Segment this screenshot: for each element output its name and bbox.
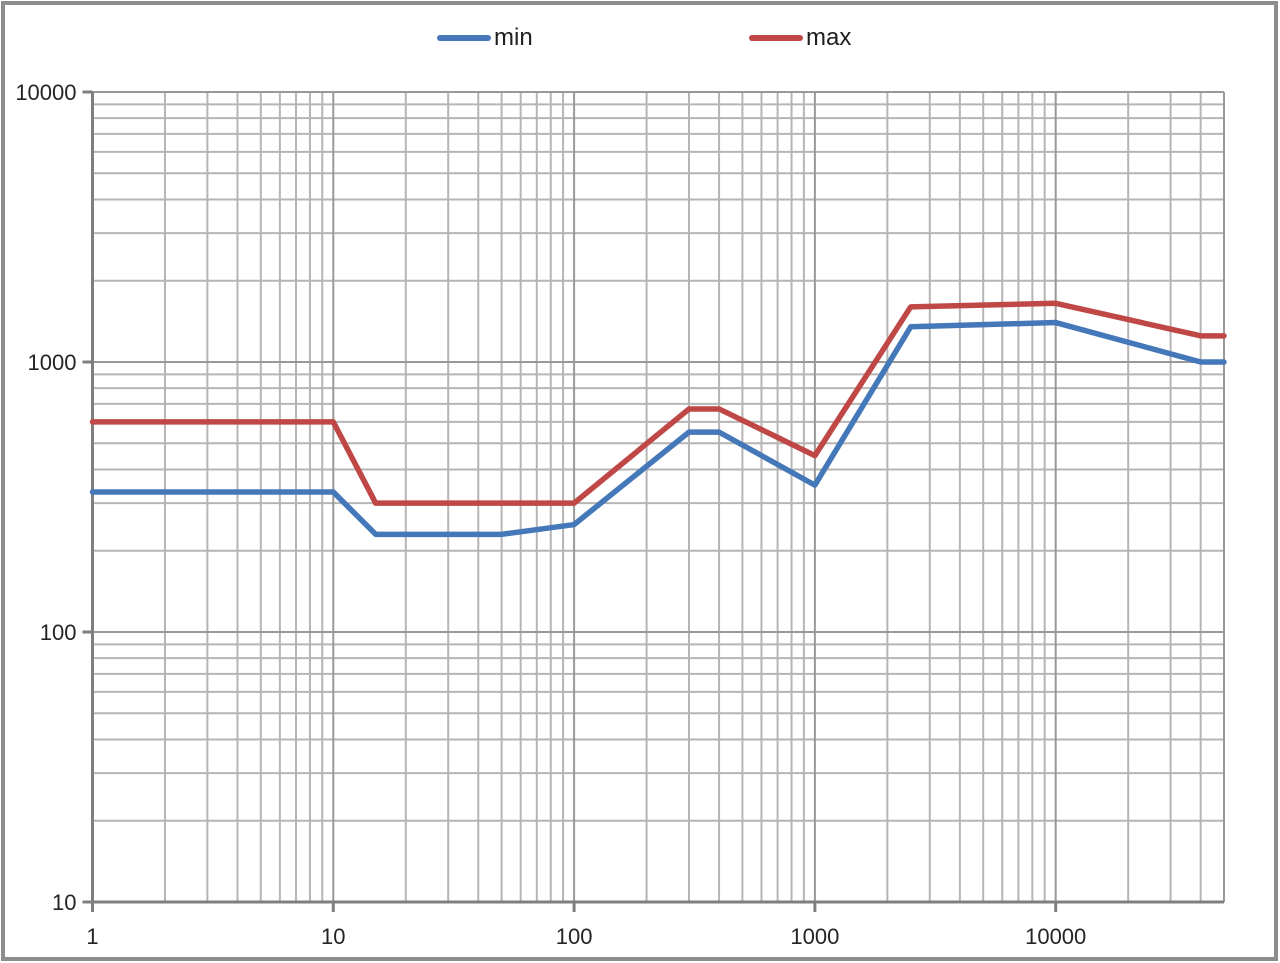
legend-line-sample-max-icon xyxy=(749,35,803,41)
y-tick-label: 1000 xyxy=(28,350,77,375)
chart-legend: min max xyxy=(0,0,1280,60)
x-tick-label: 10000 xyxy=(1025,924,1086,949)
legend-item-max: max xyxy=(749,23,851,53)
legend-item-min: min xyxy=(437,23,533,53)
y-tick-label: 10 xyxy=(52,890,76,915)
y-tick-label: 100 xyxy=(40,620,77,645)
x-tick-label: 10 xyxy=(321,924,345,949)
y-tick-label: 10000 xyxy=(15,80,76,105)
legend-label-max: max xyxy=(806,24,852,51)
x-tick-label: 100 xyxy=(556,924,593,949)
x-tick-label: 1000 xyxy=(790,924,839,949)
series-line-min xyxy=(89,319,1227,538)
x-tick-label: 1 xyxy=(86,924,98,949)
legend-label-min: min xyxy=(494,24,533,51)
series-line-max xyxy=(89,300,1227,506)
legend-line-sample-min-icon xyxy=(437,35,491,41)
